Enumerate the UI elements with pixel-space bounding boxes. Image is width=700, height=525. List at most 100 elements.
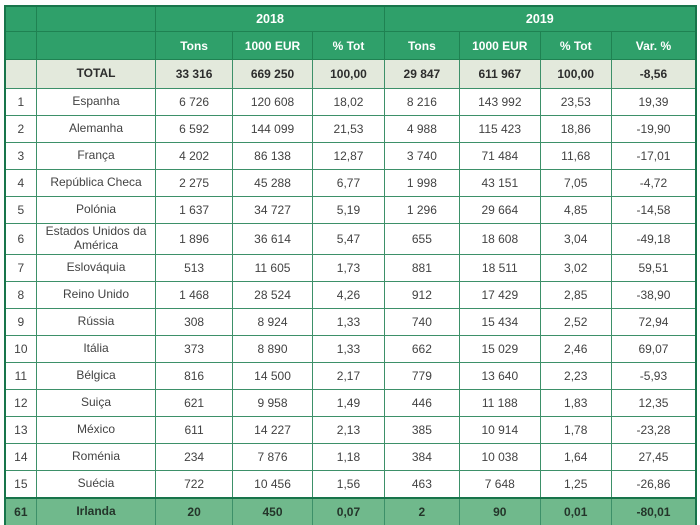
cell-value: 6 592 xyxy=(155,115,233,143)
year-2019-header: 2019 xyxy=(383,5,697,32)
cell-value: -23,28 xyxy=(610,415,697,444)
cell-value: 28 524 xyxy=(231,280,314,309)
table-row: 6 Estados Unidos da América 1 896 36 614 5,4… xyxy=(4,223,697,255)
country-header-blank xyxy=(35,31,157,60)
cell-value: 611 967 xyxy=(459,59,541,89)
cell-value: 10 914 xyxy=(459,415,541,444)
cell-value: 59,51 xyxy=(610,253,697,282)
cell-value: 513 xyxy=(155,253,233,282)
cell-value: 45 288 xyxy=(231,169,314,197)
cell-country: Roménia xyxy=(35,442,157,471)
cell-value: 144 099 xyxy=(231,115,314,143)
cell-value: 912 xyxy=(383,280,461,309)
cell-country: Rússia xyxy=(35,307,157,336)
cell-value: 308 xyxy=(155,307,233,336)
cell-country: Estados Unidos da América xyxy=(35,223,157,255)
cell-value: 1 998 xyxy=(383,169,461,197)
cell-value: 1,49 xyxy=(312,388,385,417)
cell-value: 1 468 xyxy=(155,280,233,309)
cell-value: 6,77 xyxy=(312,169,385,197)
cell-value: 1,64 xyxy=(539,442,612,471)
cell-value: 2,13 xyxy=(312,415,385,444)
cell-value: 3,02 xyxy=(539,253,612,282)
cell-value: 90 xyxy=(459,496,541,525)
table-row: 5 Polónia 1 637 34 727 5,19 1 296 29 664 4,85 -1… xyxy=(4,196,697,224)
cell-country: Polónia xyxy=(35,196,157,224)
cell-value: 69,07 xyxy=(610,334,697,363)
cell-value: 115 423 xyxy=(459,115,541,143)
table-row: 4 República Checa 2 275 45 288 6,77 1 998 43 1… xyxy=(4,169,697,197)
cell-rank: 7 xyxy=(4,253,37,282)
table-row: 15 Suécia 722 10 456 1,56 463 7 648 1,25 -26,86 xyxy=(4,469,697,499)
cell-value: 7 648 xyxy=(459,469,541,499)
cell-value: 6 726 xyxy=(155,88,233,116)
table-row: 8 Reino Unido 1 468 28 524 4,26 912 17 429 2,85… xyxy=(4,280,697,309)
cell-rank: 13 xyxy=(4,415,37,444)
cell-value: 779 xyxy=(383,361,461,390)
cell-value: 1,73 xyxy=(312,253,385,282)
cell-value: -8,56 xyxy=(610,59,697,89)
cell-value: 655 xyxy=(383,223,461,255)
cell-rank: 5 xyxy=(4,196,37,224)
cell-value: 621 xyxy=(155,388,233,417)
cell-value: 2,23 xyxy=(539,361,612,390)
cell-value: 662 xyxy=(383,334,461,363)
cell-rank: 8 xyxy=(4,280,37,309)
cell-value: 18 511 xyxy=(459,253,541,282)
cell-value: 373 xyxy=(155,334,233,363)
cell-value: 86 138 xyxy=(231,142,314,170)
cell-value: 7,05 xyxy=(539,169,612,197)
cell-value: 34 727 xyxy=(231,196,314,224)
cell-value: 881 xyxy=(383,253,461,282)
cell-rank: 1 xyxy=(4,88,37,116)
cell-value: 27,45 xyxy=(610,442,697,471)
cell-value: -26,86 xyxy=(610,469,697,499)
cell-value: 1 896 xyxy=(155,223,233,255)
cell-value: 10 038 xyxy=(459,442,541,471)
table-row: 11 Bélgica 816 14 500 2,17 779 13 640 2,23 -5,93 xyxy=(4,361,697,390)
cell-country: Irlanda xyxy=(35,496,157,525)
cell-value: 3 740 xyxy=(383,142,461,170)
cell-value: 21,53 xyxy=(312,115,385,143)
column-header-row: Tons 1000 EUR % Tot Tons 1000 EUR % Tot … xyxy=(4,31,697,60)
table-row: 2 Alemanha 6 592 144 099 21,53 4 988 115 423 18… xyxy=(4,115,697,143)
table-row: 10 Itália 373 8 890 1,33 662 15 029 2,46 69,07 xyxy=(4,334,697,363)
cell-value: 12,87 xyxy=(312,142,385,170)
cell-value: 11 188 xyxy=(459,388,541,417)
cell-value: 2 xyxy=(383,496,461,525)
cell-value: 2,17 xyxy=(312,361,385,390)
cell-value: 23,53 xyxy=(539,88,612,116)
cell-value: 234 xyxy=(155,442,233,471)
col-header-pct-2018: % Tot xyxy=(312,31,385,60)
cell-value: 33 316 xyxy=(155,59,233,89)
cell-value: 3,04 xyxy=(539,223,612,255)
col-header-eur-2019: 1000 EUR xyxy=(459,31,541,60)
cell-value: 816 xyxy=(155,361,233,390)
cell-rank: 12 xyxy=(4,388,37,417)
cell-rank: 15 xyxy=(4,469,37,499)
cell-value: 17 429 xyxy=(459,280,541,309)
cell-value: 100,00 xyxy=(312,59,385,89)
cell-value: 12,35 xyxy=(610,388,697,417)
cell-country: República Checa xyxy=(35,169,157,197)
cell-value: 18 608 xyxy=(459,223,541,255)
cell-value: 446 xyxy=(383,388,461,417)
cell-value: 19,39 xyxy=(610,88,697,116)
cell-value: 1,56 xyxy=(312,469,385,499)
table-row: 9 Rússia 308 8 924 1,33 740 15 434 2,52 72,94 xyxy=(4,307,697,336)
cell-value: 384 xyxy=(383,442,461,471)
cell-rank xyxy=(4,59,37,89)
cell-value: 2,85 xyxy=(539,280,612,309)
cell-value: 9 958 xyxy=(231,388,314,417)
cell-value: 10 456 xyxy=(231,469,314,499)
cell-value: 43 151 xyxy=(459,169,541,197)
cell-value: 1,33 xyxy=(312,307,385,336)
cell-country: Suécia xyxy=(35,469,157,499)
cell-country: Bélgica xyxy=(35,361,157,390)
cell-value: -14,58 xyxy=(610,196,697,224)
cell-rank: 11 xyxy=(4,361,37,390)
cell-country: TOTAL xyxy=(35,59,157,89)
cell-country: Suiça xyxy=(35,388,157,417)
cell-value: 1 637 xyxy=(155,196,233,224)
